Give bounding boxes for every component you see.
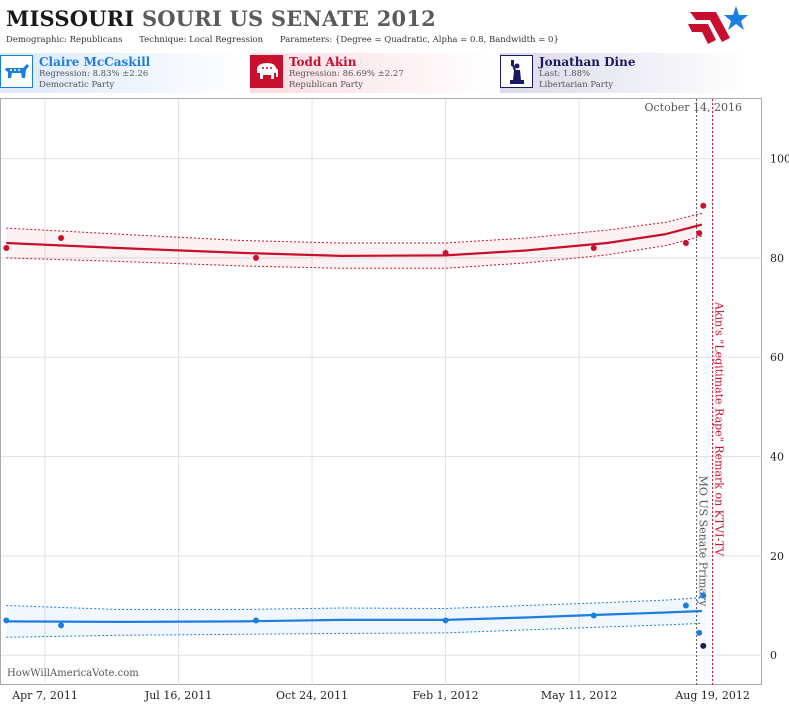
- candidate-party: Republican Party: [289, 80, 363, 90]
- claire-mccaskill-poll-point: [58, 622, 65, 629]
- demographic-value: Republicans: [69, 35, 123, 45]
- y-tick-label: 20: [770, 550, 784, 563]
- x-tick-label: Aug 19, 2012: [674, 689, 750, 702]
- claire-mccaskill-poll-point: [696, 629, 703, 636]
- candidate-name: Jonathan Dine: [539, 55, 636, 69]
- candidate-party: Libertarian Party: [539, 80, 614, 90]
- todd-akin-poll-point: [590, 244, 597, 251]
- y-tick-label: 40: [770, 451, 784, 464]
- donkey-icon: [0, 55, 33, 88]
- y-tick-label: 100: [770, 153, 789, 166]
- y-tick-label: 80: [770, 252, 784, 265]
- todd-akin-poll-point: [253, 254, 260, 261]
- y-tick-label: 0: [770, 649, 777, 662]
- candidate-stat: Regression: 8.83% ±2.26: [39, 69, 149, 79]
- chart-parameters: Demographic: Republicans Technique: Loca…: [6, 35, 559, 45]
- claire-mccaskill-band-upper: [6, 597, 702, 610]
- regression-chart: MO US Senate Primary Akin's "Legitimate R…: [0, 98, 789, 702]
- annotation-label: Akin's "Legitimate Rape" Remark on KTVI-…: [713, 301, 726, 557]
- todd-akin-band-fill: [6, 213, 702, 269]
- claire-mccaskill-poll-point: [3, 617, 10, 624]
- elephant-icon: [250, 55, 283, 88]
- x-tick-label: Oct 24, 2011: [276, 689, 348, 702]
- todd-akin-poll-point: [696, 230, 703, 237]
- title-race: SOURI US SENATE 2012: [141, 6, 436, 31]
- todd-akin-poll-point: [682, 240, 689, 247]
- parameters-label: Parameters:: [279, 35, 333, 45]
- chart-title: MISSOURI SOURI US SENATE 2012: [6, 6, 436, 31]
- claire-mccaskill-poll-point: [700, 592, 707, 599]
- confidence-bands: [6, 212, 703, 638]
- technique-label: Technique:: [139, 35, 187, 45]
- todd-akin-poll-point: [700, 202, 707, 209]
- x-tick-label: Feb 1, 2012: [413, 689, 479, 702]
- watermark: HowWillAmericaVote.com: [7, 668, 139, 679]
- candidate-name: Claire McCaskill: [39, 55, 151, 69]
- title-state: MISSOURI: [6, 6, 135, 31]
- technique-value: Local Regression: [189, 35, 264, 45]
- todd-akin-band-lower: [6, 235, 703, 269]
- liberty-icon: [500, 55, 533, 88]
- candidate-name: Todd Akin: [289, 55, 357, 69]
- chart-header: MISSOURI SOURI US SENATE 2012 Demographi…: [0, 0, 789, 50]
- legend-item-mccaskill: Claire McCaskill Regression: 8.83% ±2.26…: [0, 53, 248, 93]
- claire-mccaskill-poll-point: [682, 602, 689, 609]
- legend-item-dine: Jonathan Dine Last: 1.88% Libertarian Pa…: [500, 53, 748, 93]
- candidate-party: Democratic Party: [39, 80, 115, 90]
- claire-mccaskill-poll-point: [590, 612, 597, 619]
- chart-date-label: October 14, 2016: [644, 101, 742, 114]
- y-tick-label: 60: [770, 351, 784, 364]
- jonathan-dine-poll-point: [700, 642, 707, 649]
- legend-item-akin: Todd Akin Regression: 86.69% ±2.27 Repub…: [250, 53, 498, 93]
- plot-area: [0, 98, 762, 685]
- todd-akin-band-upper: [6, 212, 703, 244]
- event-annotations: MO US Senate Primary Akin's "Legitimate R…: [696, 99, 726, 685]
- x-tick-label: May 11, 2012: [541, 689, 618, 702]
- todd-akin-poll-point: [58, 235, 65, 242]
- x-tick-label: Jul 16, 2011: [144, 689, 213, 702]
- claire-mccaskill-poll-point: [442, 617, 449, 624]
- demographic-label: Demographic:: [6, 35, 67, 45]
- candidate-stat: Last: 1.88%: [539, 69, 591, 79]
- x-tick-label: Apr 7, 2011: [11, 689, 78, 702]
- claire-mccaskill-band-lower: [6, 622, 702, 638]
- todd-akin-poll-point: [3, 244, 10, 251]
- parameters-value: {Degree = Quadratic, Alpha = 0.8, Bandwi…: [334, 35, 559, 45]
- site-logo: [688, 6, 748, 44]
- todd-akin-poll-point: [442, 249, 449, 256]
- claire-mccaskill-poll-point: [253, 617, 260, 624]
- x-axis-ticks: Apr 7, 2011 Jul 16, 2011 Oct 24, 2011 Feb 1…: [11, 689, 750, 702]
- annotation-label: MO US Senate Primary: [697, 476, 710, 608]
- claire-mccaskill-band-fill: [6, 597, 702, 638]
- candidate-legend: Claire McCaskill Regression: 8.83% ±2.26…: [0, 53, 789, 95]
- poll-points: [3, 202, 707, 649]
- candidate-stat: Regression: 86.69% ±2.27: [289, 69, 404, 79]
- y-axis-ticks: 0 20 40 60 80 100: [770, 153, 789, 663]
